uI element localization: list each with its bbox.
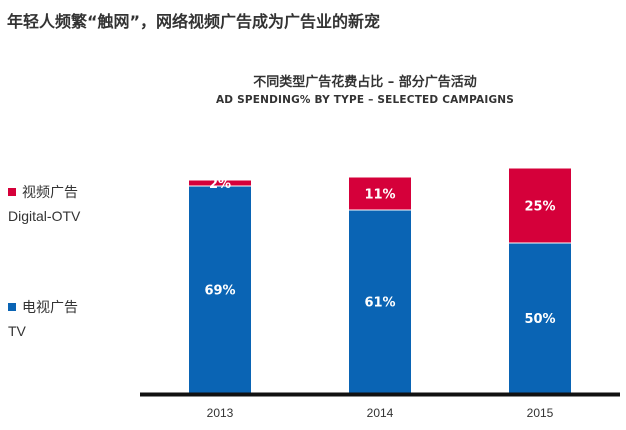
bar-segment-digital-otv <box>508 167 572 244</box>
page-headline: 年轻人频繁“触网”，网络视频广告成为广告业的新宠 <box>7 12 381 31</box>
x-tick-label: 2015 <box>527 406 554 420</box>
x-tick-label: 2013 <box>207 406 234 420</box>
data-label: 69% <box>204 284 235 299</box>
bar-segment-tv <box>508 242 572 394</box>
legend-label-cn: 电视广告 <box>22 300 78 316</box>
bar-segment-tv <box>348 209 412 394</box>
x-tick-label: 2014 <box>367 406 394 420</box>
legend-item-digital-otv: 视频广告 Digital-OTV <box>8 182 80 228</box>
data-label: 11% <box>364 188 395 203</box>
legend-swatch-digital-otv <box>8 188 16 196</box>
data-label: 25% <box>524 200 555 215</box>
legend-item-tv: 电视广告 TV <box>8 297 78 343</box>
bar-segment-tv <box>188 185 252 394</box>
data-label: 2% <box>209 177 231 192</box>
legend-label-en: Digital-OTV <box>8 208 81 224</box>
legend-swatch-tv <box>8 303 16 311</box>
data-label: 61% <box>364 296 395 311</box>
chart-subtitle: AD SPENDING% BY TYPE – SELECTED CAMPAIGN… <box>215 94 515 106</box>
bar-segment-digital-otv <box>348 176 412 211</box>
data-label: 50% <box>524 312 555 327</box>
legend-label-cn: 视频广告 <box>22 185 78 201</box>
bar-segment-digital-otv <box>188 179 252 187</box>
legend-label-en: TV <box>8 323 26 339</box>
chart-title: 不同类型广告花费占比 – 部分广告活动 <box>253 75 477 90</box>
